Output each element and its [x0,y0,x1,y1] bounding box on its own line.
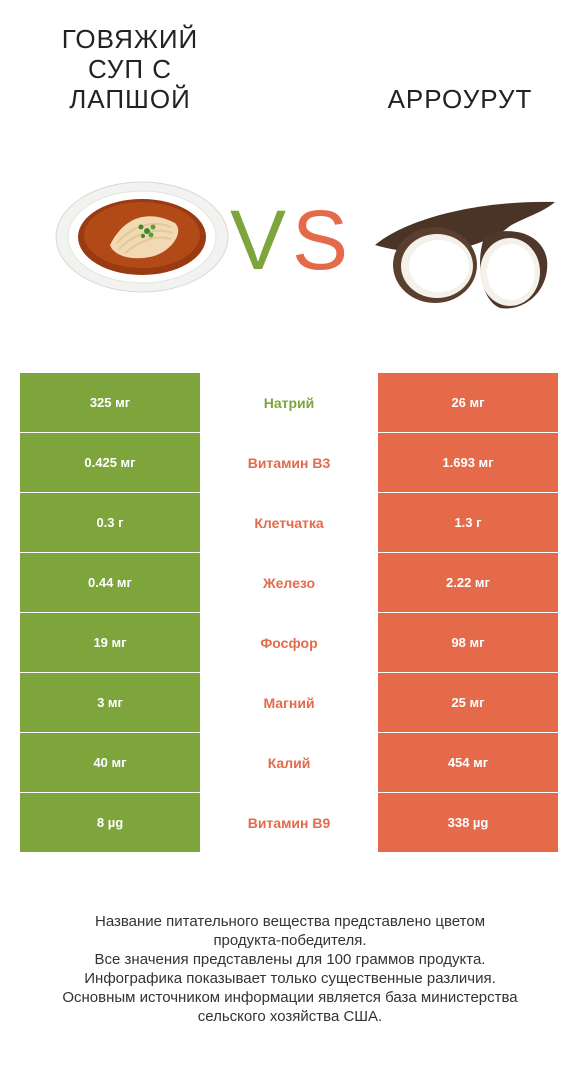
footer-line: Основным источником информации является … [62,989,518,1006]
comparison-table: 325 мг Натрий 26 мг 0.425 мг Витамин B3 1.693… [20,373,558,853]
right-value: 26 мг [378,373,558,432]
left-value: 8 µg [20,793,200,852]
arrowroot-image [375,201,555,309]
right-value: 338 µg [378,793,558,852]
table-row: 325 мг Натрий 26 мг [20,373,558,433]
left-value: 325 мг [20,373,200,432]
left-title-line: Говяжий [61,24,199,54]
vs-s-letter: S [292,193,349,287]
left-value: 3 мг [20,673,200,732]
right-product-title: Арроурут [387,84,533,114]
right-value: 1.693 мг [378,433,558,492]
nutrient-name: Клетчатка [200,493,378,552]
footer-line: сельского хозяйства США. [197,1008,383,1025]
vs-label: V S [230,190,355,290]
nutrient-name: Натрий [200,373,378,432]
vs-v-letter: V [230,193,287,287]
nutrient-name: Витамин B3 [200,433,378,492]
nutrient-name: Фосфор [200,613,378,672]
right-value: 25 мг [378,673,558,732]
right-value: 98 мг [378,613,558,672]
right-value: 454 мг [378,733,558,792]
left-value: 0.425 мг [20,433,200,492]
footer-line: Название питательного вещества представл… [94,913,486,930]
soup-bowl-image [55,181,229,293]
table-row: 19 мг Фосфор 98 мг [20,613,558,673]
right-value: 1.3 г [378,493,558,552]
table-row: 0.425 мг Витамин B3 1.693 мг [20,433,558,493]
left-value: 0.3 г [20,493,200,552]
left-title-line: суп с [87,54,173,84]
nutrient-name: Магний [200,673,378,732]
footer-notes: Название питательного вещества представл… [15,912,565,1026]
footer-line: Инфографика показывает только существенн… [84,970,496,987]
table-row: 3 мг Магний 25 мг [20,673,558,733]
footer-line: продукта-победителя. [213,932,367,949]
left-value: 40 мг [20,733,200,792]
left-title-line: лапшой [69,84,191,114]
table-row: 40 мг Калий 454 мг [20,733,558,793]
table-row: 0.44 мг Железо 2.22 мг [20,553,558,613]
left-product-title: Говяжий суп с лапшой [30,24,230,114]
table-row: 0.3 г Клетчатка 1.3 г [20,493,558,553]
nutrient-name: Калий [200,733,378,792]
left-value: 0.44 мг [20,553,200,612]
left-value: 19 мг [20,613,200,672]
footer-line: Все значения представлены для 100 граммо… [94,951,486,968]
nutrient-name: Витамин B9 [200,793,378,852]
table-row: 8 µg Витамин B9 338 µg [20,793,558,853]
right-value: 2.22 мг [378,553,558,612]
nutrient-name: Железо [200,553,378,612]
